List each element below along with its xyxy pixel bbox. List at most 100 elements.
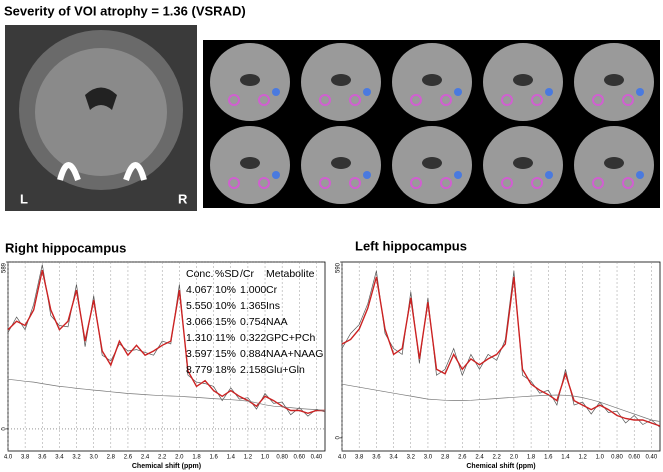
atrophy bbox=[545, 88, 553, 96]
voi bbox=[319, 94, 331, 106]
voi bbox=[258, 177, 270, 189]
slice-ventricle bbox=[240, 157, 260, 169]
slice-ventricle bbox=[331, 74, 351, 86]
table-cell: Ins bbox=[266, 300, 280, 312]
x-tick-label: 0.60 bbox=[628, 455, 640, 461]
table-cell: 0.884 bbox=[240, 348, 266, 360]
y-tick-label: 590 bbox=[336, 262, 342, 273]
atrophy bbox=[272, 171, 280, 179]
figure-title: Severity of VOI atrophy = 1.36 (VSRAD) bbox=[4, 3, 246, 18]
atrophy bbox=[454, 88, 462, 96]
slice-ventricle bbox=[422, 157, 442, 169]
brain-matter bbox=[35, 48, 167, 176]
x-tick-label: 0.40 bbox=[311, 455, 323, 461]
x-tick-label: 3.8 bbox=[355, 455, 364, 461]
slice-ventricle bbox=[513, 74, 533, 86]
table-header: %SD bbox=[215, 268, 239, 280]
x-tick-label: 0.80 bbox=[276, 455, 288, 461]
x-tick-label: 4.0 bbox=[338, 455, 347, 461]
voi bbox=[349, 177, 361, 189]
table-cell: 0.322 bbox=[240, 332, 266, 344]
voi bbox=[228, 94, 240, 106]
x-tick-label: 0.80 bbox=[611, 455, 623, 461]
table-cell: 15% bbox=[215, 316, 236, 328]
table-cell: GPC+PCh bbox=[266, 332, 315, 344]
chart-title: Right hippocampus bbox=[5, 240, 126, 255]
slice-ventricle bbox=[331, 157, 351, 169]
voi bbox=[592, 177, 604, 189]
voi bbox=[501, 177, 513, 189]
voi bbox=[410, 94, 422, 106]
x-tick-label: 2.8 bbox=[441, 455, 450, 461]
table-cell: 8.779 bbox=[186, 364, 212, 376]
x-tick-label: 1.4 bbox=[561, 455, 570, 461]
x-tick-label: 3.0 bbox=[424, 455, 433, 461]
voi bbox=[228, 177, 240, 189]
x-axis-label: Chemical shift (ppm) bbox=[466, 463, 535, 470]
spectrum-line bbox=[7, 378, 326, 411]
table-cell: 4.067 bbox=[186, 284, 212, 296]
x-tick-label: 1.6 bbox=[544, 455, 553, 461]
x-tick-label: 3.6 bbox=[38, 455, 47, 461]
x-tick-label: 0.40 bbox=[646, 455, 658, 461]
table-cell: 15% bbox=[215, 348, 236, 360]
x-tick-label: 3.2 bbox=[72, 455, 81, 461]
plot-frame bbox=[341, 261, 661, 452]
voi bbox=[501, 94, 513, 106]
x-tick-label: 1.6 bbox=[209, 455, 218, 461]
voi bbox=[440, 177, 452, 189]
x-tick-label: 3.4 bbox=[55, 455, 64, 461]
y-tick-label: 589 bbox=[2, 262, 8, 273]
voi bbox=[440, 94, 452, 106]
image-label: R bbox=[178, 191, 188, 206]
mri-coronal: L R bbox=[5, 25, 197, 211]
vessels bbox=[57, 162, 147, 181]
x-tick-label: 2.4 bbox=[141, 455, 150, 461]
spectrum-line bbox=[341, 276, 661, 427]
x-tick-label: 1.2 bbox=[244, 455, 253, 461]
voi bbox=[410, 177, 422, 189]
x-tick-label: 2.0 bbox=[175, 455, 184, 461]
table-cell: 18% bbox=[215, 364, 236, 376]
x-tick-label: 1.0 bbox=[261, 455, 270, 461]
x-tick-label: 4.0 bbox=[4, 455, 13, 461]
voi bbox=[592, 94, 604, 106]
table-header: Metabolite bbox=[266, 268, 315, 280]
x-tick-label: 2.4 bbox=[475, 455, 484, 461]
atrophy bbox=[636, 88, 644, 96]
slice-ventricle bbox=[604, 74, 624, 86]
table-cell: 3.597 bbox=[186, 348, 212, 360]
atrophy bbox=[545, 171, 553, 179]
x-tick-label: 2.6 bbox=[458, 455, 467, 461]
image-label: L bbox=[20, 191, 28, 206]
x-tick-label: 3.6 bbox=[372, 455, 381, 461]
atrophy bbox=[363, 171, 371, 179]
table-cell: NAA bbox=[266, 316, 288, 328]
table-cell: 0.754 bbox=[240, 316, 266, 328]
table-header: Conc. bbox=[186, 268, 213, 280]
x-tick-label: 3.2 bbox=[407, 455, 416, 461]
table-header: /Cr bbox=[240, 268, 255, 280]
spectrum-line bbox=[341, 383, 661, 422]
voi bbox=[531, 94, 543, 106]
voi bbox=[319, 177, 331, 189]
table-cell: 5.550 bbox=[186, 300, 212, 312]
atrophy bbox=[363, 88, 371, 96]
table-cell: 1.000 bbox=[240, 284, 266, 296]
voi bbox=[531, 177, 543, 189]
slice-ventricle bbox=[604, 157, 624, 169]
table-cell: 10% bbox=[215, 284, 236, 296]
voi bbox=[349, 94, 361, 106]
x-tick-label: 2.2 bbox=[158, 455, 167, 461]
table-cell: 1.365 bbox=[240, 300, 266, 312]
atrophy bbox=[454, 171, 462, 179]
slice-ventricle bbox=[422, 74, 442, 86]
plot-frame bbox=[7, 261, 326, 452]
table-cell: Cr bbox=[266, 284, 278, 296]
chart-title: Left hippocampus bbox=[355, 238, 467, 253]
atrophy bbox=[272, 88, 280, 96]
slice-ventricle bbox=[513, 157, 533, 169]
table-cell: NAA+NAAG bbox=[266, 348, 323, 360]
y-tick-label: 0 bbox=[336, 436, 342, 440]
